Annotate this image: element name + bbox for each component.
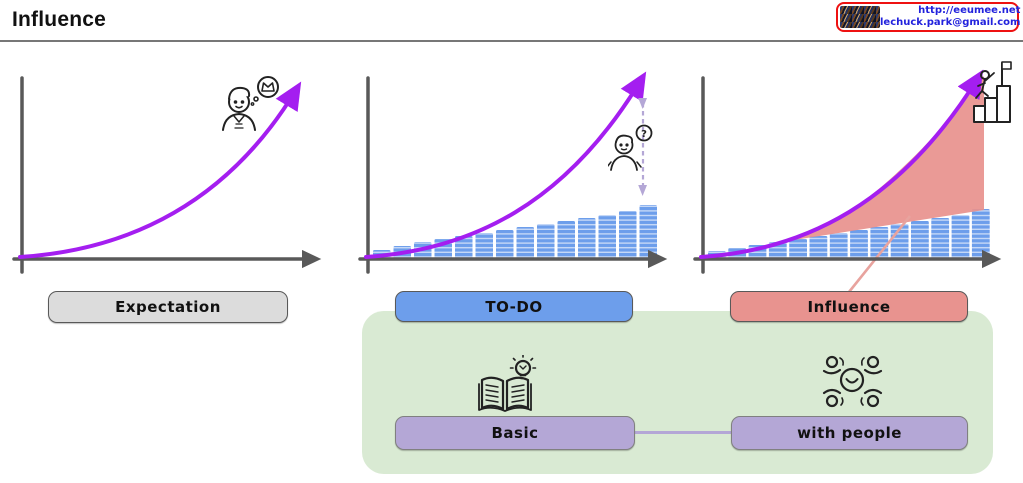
svg-text:?: ? [641,129,647,140]
bar [455,236,473,259]
bar [496,230,514,259]
author-badge: http://eeumee.net lechuck.park@gmail.com [836,2,1020,32]
influence-label[interactable]: Influence [730,291,968,322]
expectation-chart [12,76,322,274]
book-idea-icon [471,355,539,413]
todo-label[interactable]: TO-DO [395,291,633,322]
basic-label[interactable]: Basic [395,416,635,450]
bar [557,221,575,259]
summit-flag-icon [950,58,1012,124]
email-link[interactable]: lechuck.park@gmail.com [880,17,1021,28]
bar [951,215,970,259]
bar [911,221,929,259]
influence-chart [693,69,1002,293]
basic-withpeople-connector [635,431,731,434]
bar [516,227,534,259]
bar [619,211,637,259]
bar [475,233,493,259]
influence-callout-line [847,215,912,293]
bar [829,233,848,259]
website-link[interactable]: http://eeumee.net [918,5,1021,16]
teamwork-icon [818,350,886,412]
page-title: Influence [12,8,106,31]
bar [578,218,596,259]
author-links: http://eeumee.net lechuck.park@gmail.com [880,5,1020,29]
bar [870,227,889,259]
bar [850,230,868,259]
bar [809,236,828,259]
logo-image [840,6,880,28]
confused-person-icon: ? [608,124,654,172]
influence-area [788,76,984,241]
bar [639,205,657,259]
bar [598,215,616,259]
bar [537,224,555,259]
bar [971,209,990,259]
expectation-curve [364,71,647,259]
bar [789,239,807,259]
bar [931,218,950,259]
with-people-label[interactable]: with people [731,416,968,450]
expectation-curve [18,81,302,259]
todo-chart [358,71,668,274]
expectation-curve [699,69,984,259]
expectation-label[interactable]: Expectation [48,291,288,323]
dreamer-crown-icon [220,74,282,132]
header-divider [0,40,1023,42]
